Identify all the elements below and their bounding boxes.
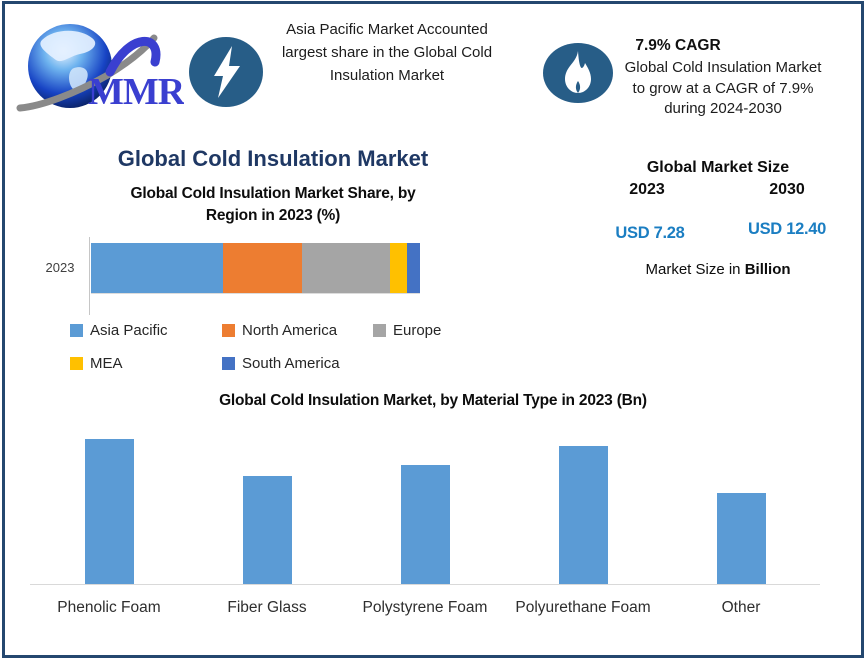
segment-north-america — [222, 243, 302, 293]
legend-label-south-america: South America — [242, 355, 340, 372]
legend-item-europe: Europe — [373, 322, 441, 339]
legend-item-north-america: North America — [222, 322, 337, 339]
region-chart-title-line-2: Region in 2023 (%) — [205, 207, 341, 224]
legend-item-mea: MEA — [70, 355, 123, 372]
legend-swatch-south-america — [222, 357, 235, 370]
category-label-phenolic-foam: Phenolic Foam — [57, 599, 161, 616]
segment-mea — [390, 243, 407, 293]
headline-line-3: Insulation Market — [329, 67, 445, 84]
category-label-other: Other — [721, 599, 761, 616]
region-chart-axis-line — [89, 237, 90, 315]
legend-label-asia-pacific: Asia Pacific — [90, 322, 168, 339]
category-label-fiber-glass: Fiber Glass — [227, 599, 307, 616]
legend-swatch-asia-pacific — [70, 324, 83, 337]
cagr-title: 7.9% CAGR — [635, 37, 721, 54]
legend-swatch-europe — [373, 324, 386, 337]
material-chart-columns — [30, 439, 820, 584]
material-column-other — [662, 439, 820, 584]
material-column-polyurethane-foam — [504, 439, 662, 584]
material-column-polystyrene-foam — [346, 439, 504, 584]
market-size-value-end: USD 12.40 — [747, 220, 826, 238]
legend-item-asia-pacific: Asia Pacific — [70, 322, 168, 339]
segment-south-america — [406, 243, 420, 293]
globe-icon — [16, 24, 161, 112]
headline-note: Asia Pacific Market Accounted largest sh… — [262, 18, 512, 87]
category-label-polyurethane-foam: Polyurethane Foam — [515, 599, 651, 616]
bar-polystyrene-foam — [400, 465, 450, 584]
legend-item-south-america: South America — [222, 355, 340, 372]
headline-line-2: largest share in the Global Cold — [281, 44, 493, 61]
region-chart-title-line-1: Global Cold Insulation Market Share, by — [130, 185, 416, 202]
cagr-description: Global Cold Insulation Market to grow at… — [603, 58, 843, 120]
material-column-phenolic-foam — [30, 439, 188, 584]
legend-swatch-mea — [70, 357, 83, 370]
mmr-logo: MMR — [16, 24, 184, 113]
logo-text: MMR — [88, 71, 184, 113]
market-main-title: Global Cold Insulation Market — [117, 146, 429, 171]
market-size-value-start: USD 7.28 — [615, 224, 685, 242]
bar-other — [716, 493, 766, 584]
cagr-line-2: to grow at a CAGR of 7.9% — [632, 79, 814, 97]
region-axis-category-label: 2023 — [45, 260, 75, 275]
market-size-unit-note-prefix: Market Size in — [645, 261, 745, 278]
flame-icon — [543, 43, 613, 103]
material-chart-title: Global Cold Insulation Market, by Materi… — [219, 392, 647, 409]
bar-phenolic-foam — [84, 439, 134, 584]
legend-label-north-america: North America — [242, 322, 338, 339]
market-size-title: Global Market Size — [646, 159, 790, 176]
legend-label-europe: Europe — [393, 322, 442, 339]
region-chart-title: Global Cold Insulation Market Share, by … — [48, 183, 498, 227]
bar-fiber-glass — [242, 476, 292, 584]
region-chart-baseline — [91, 293, 420, 294]
headline-line-1: Asia Pacific Market Accounted — [286, 21, 488, 38]
bar-polyurethane-foam — [558, 446, 608, 584]
lightning-icon — [189, 37, 263, 107]
market-size-year-end: 2030 — [769, 181, 805, 198]
legend-swatch-north-america — [222, 324, 235, 337]
segment-europe — [301, 243, 391, 293]
category-label-polystyrene-foam: Polystyrene Foam — [362, 599, 488, 616]
material-chart-labels: Phenolic Foam Fiber Glass Polystyrene Foam… — [30, 599, 820, 617]
market-size-unit-note-bold: Billion — [744, 261, 791, 278]
region-stacked-bar — [91, 243, 420, 293]
material-column-fiber-glass — [188, 439, 346, 584]
cagr-line-1: Global Cold Insulation Market — [624, 59, 822, 76]
cagr-line-3: during 2024-2030 — [664, 100, 782, 117]
legend-label-mea: MEA — [90, 355, 123, 372]
market-size-year-start: 2023 — [629, 181, 665, 198]
material-chart-baseline — [30, 584, 820, 585]
market-size-unit-note: Market Size in Billion — [598, 261, 838, 278]
segment-asia-pacific — [91, 243, 223, 293]
